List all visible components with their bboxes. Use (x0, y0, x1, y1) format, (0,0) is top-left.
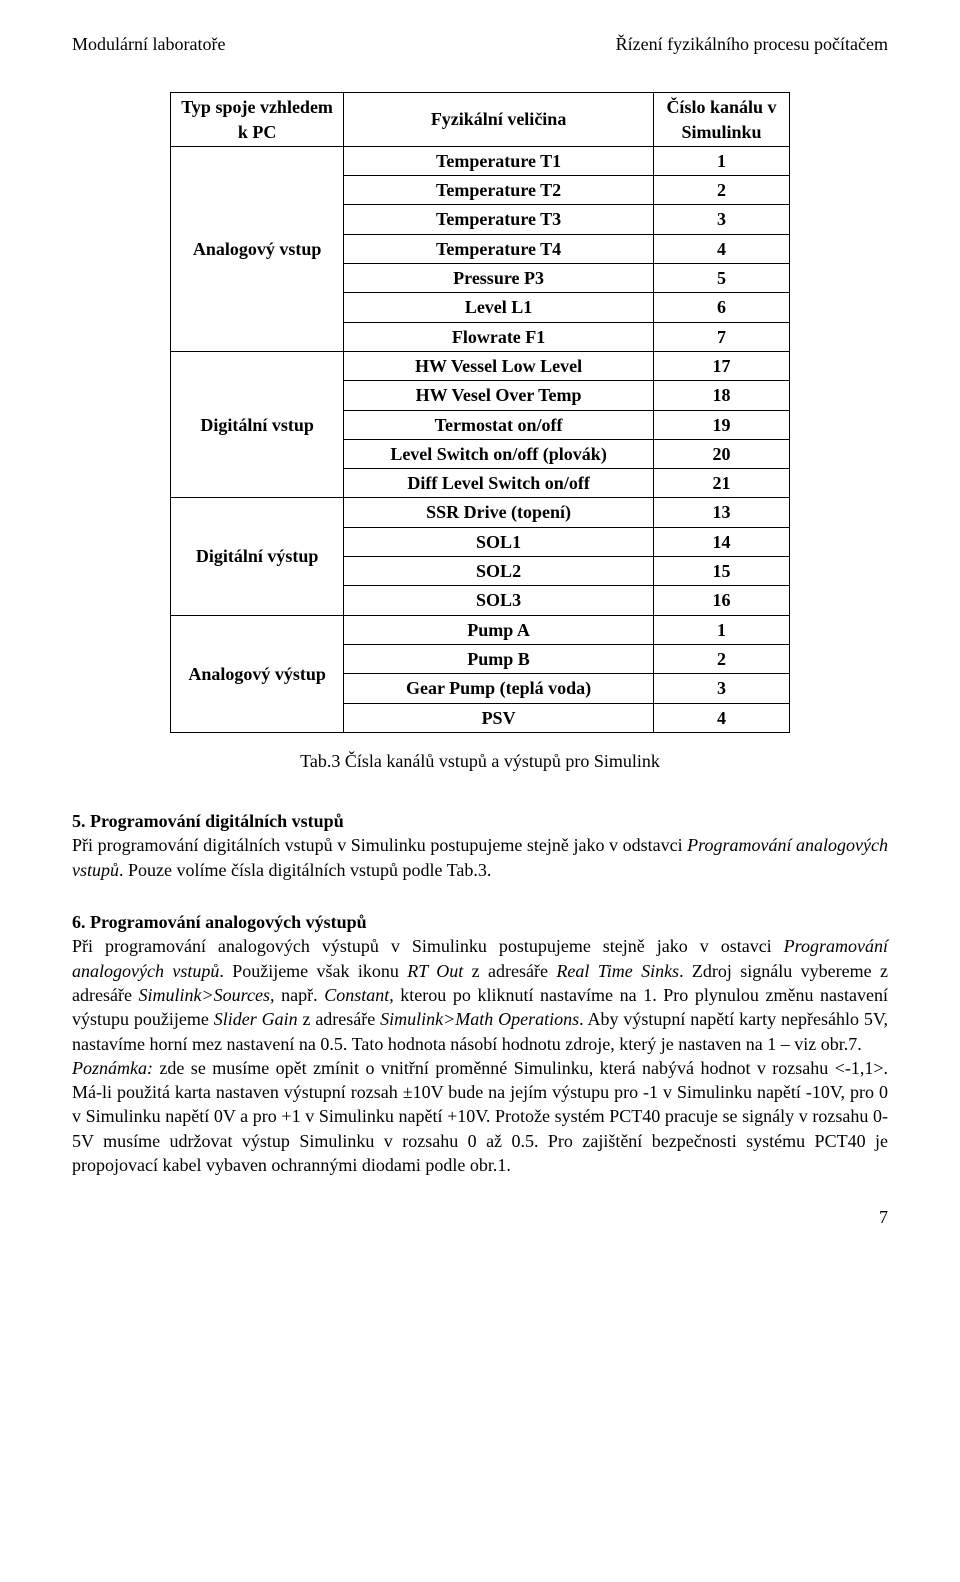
cell-type: Analogový vstup (170, 146, 343, 351)
cell-channel: 3 (653, 205, 789, 234)
page-number: 7 (72, 1205, 888, 1229)
cell-variable: HW Vesel Over Temp (344, 381, 654, 410)
table-header-row: Typ spoje vzhledem k PC Fyzikální veliči… (170, 93, 789, 147)
section-6-note-text: zde se musíme opět zmínit o vnitřní prom… (72, 1058, 888, 1175)
cell-variable: SSR Drive (topení) (344, 498, 654, 527)
cell-variable: Termostat on/off (344, 410, 654, 439)
cell-variable: Level L1 (344, 293, 654, 322)
cell-variable: Temperature T4 (344, 234, 654, 263)
section-6-italic-4: Simulink>Sources (139, 985, 270, 1005)
cell-channel: 2 (653, 644, 789, 673)
cell-type: Digitální výstup (170, 498, 343, 615)
cell-variable: Pump A (344, 615, 654, 644)
section-6-text-3: z adresáře (463, 961, 556, 981)
section-6-italic-5: Constant (324, 985, 389, 1005)
cell-channel: 20 (653, 439, 789, 468)
section-6-text-1: Při programování analogových výstupů v S… (72, 936, 784, 956)
io-channels-table: Typ spoje vzhledem k PC Fyzikální veliči… (170, 92, 790, 733)
section-5-text-2: . Pouze volíme čísla digitálních vstupů … (119, 860, 491, 880)
cell-variable: Pressure P3 (344, 264, 654, 293)
cell-channel: 19 (653, 410, 789, 439)
cell-type: Analogový výstup (170, 615, 343, 732)
cell-variable: Temperature T3 (344, 205, 654, 234)
section-5-text-1: Při programování digitálních vstupů v Si… (72, 835, 687, 855)
th-variable: Fyzikální veličina (344, 93, 654, 147)
section-6-italic-7: Simulink>Math Operations (380, 1009, 579, 1029)
cell-channel: 17 (653, 351, 789, 380)
section-5-title: 5. Programování digitálních vstupů (72, 811, 344, 831)
cell-variable: Flowrate F1 (344, 322, 654, 351)
cell-channel: 6 (653, 293, 789, 322)
cell-channel: 14 (653, 527, 789, 556)
header-right: Řízení fyzikálního procesu počítačem (616, 32, 888, 56)
section-6-text-5: , např. (270, 985, 324, 1005)
table-caption: Tab.3 Čísla kanálů vstupů a výstupů pro … (72, 749, 888, 773)
section-6-italic-3: Real Time Sinks (556, 961, 679, 981)
cell-channel: 4 (653, 234, 789, 263)
cell-variable: Pump B (344, 644, 654, 673)
cell-channel: 1 (653, 146, 789, 175)
cell-channel: 4 (653, 703, 789, 732)
table-row: Analogový výstupPump A1 (170, 615, 789, 644)
cell-variable: Level Switch on/off (plovák) (344, 439, 654, 468)
cell-channel: 16 (653, 586, 789, 615)
section-6-text-7: z adresáře (298, 1009, 381, 1029)
cell-variable: SOL1 (344, 527, 654, 556)
th-type: Typ spoje vzhledem k PC (170, 93, 343, 147)
cell-channel: 21 (653, 469, 789, 498)
cell-variable: Temperature T1 (344, 146, 654, 175)
table-row: Digitální výstupSSR Drive (topení)13 (170, 498, 789, 527)
table-row: Digitální vstupHW Vessel Low Level17 (170, 351, 789, 380)
th-channel: Číslo kanálu v Simulinku (653, 93, 789, 147)
section-6-italic-6: Slider Gain (214, 1009, 298, 1029)
cell-variable: Gear Pump (teplá voda) (344, 674, 654, 703)
cell-channel: 13 (653, 498, 789, 527)
section-5: 5. Programování digitálních vstupů Při p… (72, 809, 888, 882)
cell-channel: 3 (653, 674, 789, 703)
cell-variable: Temperature T2 (344, 176, 654, 205)
cell-channel: 5 (653, 264, 789, 293)
cell-variable: PSV (344, 703, 654, 732)
cell-channel: 15 (653, 557, 789, 586)
cell-channel: 7 (653, 322, 789, 351)
cell-variable: HW Vessel Low Level (344, 351, 654, 380)
header-left: Modulární laboratoře (72, 32, 225, 56)
section-6-title: 6. Programování analogových výstupů (72, 912, 367, 932)
cell-variable: SOL3 (344, 586, 654, 615)
cell-variable: SOL2 (344, 557, 654, 586)
section-6-text-2: . Použijeme však ikonu (219, 961, 407, 981)
cell-channel: 2 (653, 176, 789, 205)
section-6-italic-2: RT Out (407, 961, 463, 981)
cell-variable: Diff Level Switch on/off (344, 469, 654, 498)
page-header: Modulární laboratoře Řízení fyzikálního … (72, 32, 888, 56)
cell-type: Digitální vstup (170, 351, 343, 497)
cell-channel: 18 (653, 381, 789, 410)
table-row: Analogový vstupTemperature T11 (170, 146, 789, 175)
section-6: 6. Programování analogových výstupů Při … (72, 910, 888, 1177)
section-6-note-label: Poznámka: (72, 1058, 153, 1078)
cell-channel: 1 (653, 615, 789, 644)
